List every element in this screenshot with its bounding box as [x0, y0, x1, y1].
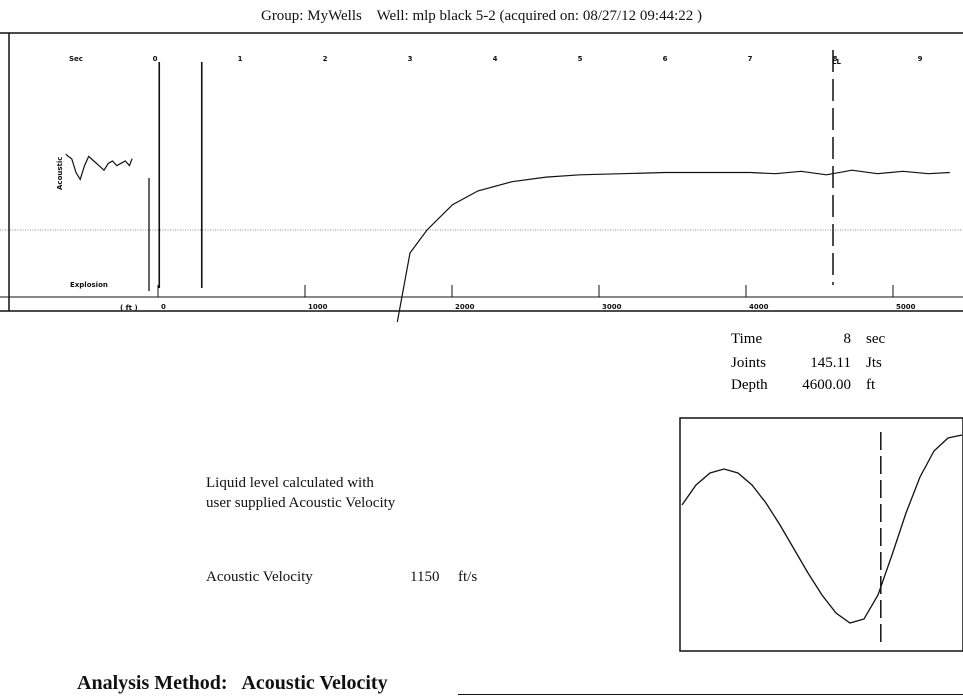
time-tick-label: 6: [663, 55, 668, 63]
depth-readout-unit: ft: [866, 377, 876, 393]
time-tick-label: 9: [918, 55, 923, 63]
signal-label: Acoustic: [56, 157, 64, 190]
depth-tick-label: 5000: [896, 303, 916, 311]
zoom-waveform: [681, 434, 963, 624]
time-tick-label: 8: [833, 55, 838, 63]
depth-axis-unit-label: ( ft ): [120, 304, 138, 312]
readout-panel: Time 8 sec Joints 145.11 Jts Depth 4600.…: [731, 331, 885, 393]
velocity-unit: ft/s: [458, 569, 478, 585]
note-line-2: user supplied Acoustic Velocity: [206, 495, 396, 511]
acoustic-trace-segment-1: [65, 153, 133, 181]
time-tick-label: 1: [238, 55, 243, 63]
analysis-method: Analysis Method: Acoustic Velocity: [77, 672, 388, 695]
depth-readout-label: Depth: [731, 377, 768, 393]
page-header: Group: MyWells Well: mlp black 5-2 (acqu…: [0, 8, 963, 25]
zoom-chart: [679, 417, 963, 652]
time-tick-label: 5: [578, 55, 583, 63]
liquid-level-label: LL: [832, 58, 841, 66]
time-readout-unit: sec: [866, 331, 885, 347]
depth-tick-label: 2000: [455, 303, 475, 311]
zoom-chart-frame: [679, 417, 963, 652]
time-axis-unit-label: Sec: [69, 55, 83, 63]
depth-tick-label: 1000: [308, 303, 328, 311]
depth-tick-label: 3000: [602, 303, 622, 311]
joints-readout-label: Joints: [731, 355, 766, 371]
time-readout-value: 8: [844, 331, 852, 347]
footer-underline: [458, 694, 963, 695]
acoustic-trace-segment-2: [396, 169, 950, 323]
calculation-note: Liquid level calculated with user suppli…: [206, 473, 395, 513]
time-tick-label: 3: [408, 55, 413, 63]
velocity-label: Acoustic Velocity: [206, 569, 313, 585]
time-tick-label: 4: [493, 55, 498, 63]
analysis-method-value: Acoustic Velocity: [241, 672, 388, 694]
depth-tick-label: 4000: [749, 303, 769, 311]
analysis-method-label: Analysis Method:: [77, 672, 228, 694]
explosion-label: Explosion: [70, 281, 108, 289]
group-label: Group: MyWells: [260, 8, 362, 24]
depth-tick-label: 0: [161, 303, 166, 311]
well-label: Well: mlp black 5-2 (acquired on: 08/27/…: [376, 8, 702, 24]
time-tick-label: 0: [153, 55, 158, 63]
time-tick-label: 7: [748, 55, 753, 63]
joints-readout-unit: Jts: [866, 355, 882, 371]
velocity-row: Acoustic Velocity 1150 ft/s: [206, 569, 477, 586]
time-readout-label: Time: [731, 331, 762, 347]
depth-readout-value: 4600.00: [802, 377, 851, 393]
velocity-value: 1150: [410, 569, 440, 585]
time-tick-label: 2: [323, 55, 328, 63]
note-line-1: Liquid level calculated with: [206, 475, 374, 491]
joints-readout-value: 145.11: [810, 355, 851, 371]
